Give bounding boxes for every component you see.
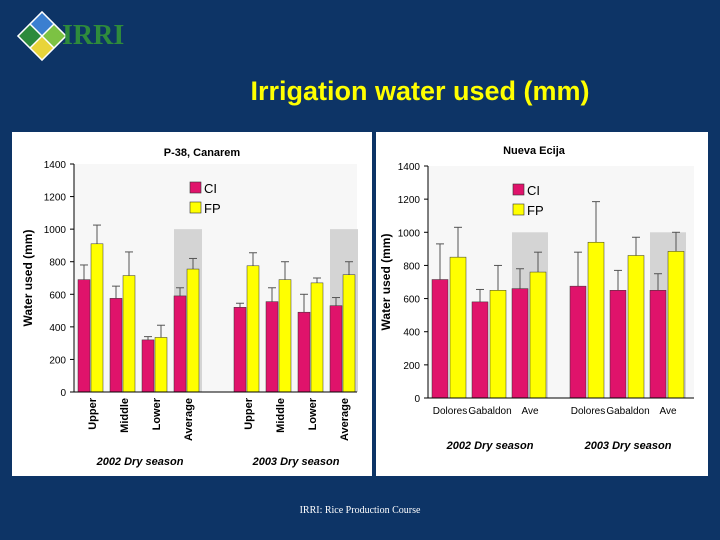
bar-fp-lower [310,282,324,393]
x-tick-label: Ave [659,406,676,417]
x-tick-label: Average [183,398,195,441]
y-tick-label: 400 [49,323,66,334]
group-label: 2003 Dry season [584,440,672,452]
y-tick-label: 1200 [44,193,67,204]
bar-ci-dolores [569,285,587,399]
bar-ci-lower [141,339,155,393]
x-tick-label: Average [339,398,351,441]
y-tick-label: 400 [403,328,420,339]
x-tick-label: Gabaldon [606,406,649,417]
legend-label-ci: CI [204,181,217,196]
chart-p38-canarem: P-38, Canarem Water used (mm) 0 200 400 600 80… [21,147,358,468]
y-tick-label: 1400 [398,162,421,173]
bar-fp-upper [90,243,104,393]
group-label: 2002 Dry season [96,456,184,468]
bar-ci-gabaldon [471,301,489,399]
bar-ci-lower [297,311,311,393]
x-tick-label: Ave [521,406,538,417]
y-tick-label: 0 [60,388,66,399]
chart-title: P-38, Canarem [164,147,241,159]
chart-panel-nueva-ecija: Nueva Ecija Water used (mm) 0 200 400 600 800 1… [376,132,708,476]
bar-fp-dolores [587,241,605,399]
y-axis-label: Water used (mm) [379,234,393,331]
legend-label-fp: FP [527,203,544,218]
group-label: 2002 Dry season [446,440,534,452]
y-tick-label: 1000 [44,225,67,236]
chart-nueva-ecija: Nueva Ecija Water used (mm) 0 200 400 600 800 1… [379,145,694,452]
y-tick-label: 200 [403,361,420,372]
bar-fp-gabaldon [489,290,507,399]
x-tick-label: Dolores [571,406,605,417]
x-tick-label: Middle [275,398,287,433]
y-tick-label: 0 [414,394,420,405]
bar-fp-middle [122,275,136,393]
bar-ci-middle [265,301,279,393]
bar-fp-dolores [449,256,467,399]
y-tick-label: 800 [49,258,66,269]
x-tick-label: Dolores [433,406,467,417]
y-axis-label: Water used (mm) [21,230,35,327]
bar-ci-ave [649,290,667,399]
group-label: 2003 Dry season [252,456,340,468]
bar-ci-gabaldon [609,290,627,399]
y-tick-label: 1200 [398,195,421,206]
bar-ci-ave [511,288,529,399]
y-tick-label: 200 [49,355,66,366]
y-tick-label: 1400 [44,160,67,171]
bar-fp-lower [154,337,168,393]
irri-logo: IRRI [16,10,124,62]
x-tick-label: Lower [307,397,319,430]
legend-swatch-fp [512,203,525,216]
bar-fp-ave [667,251,685,399]
footer-text: IRRI: Rice Production Course [299,505,421,516]
slide-title: Irrigation water used (mm) [250,76,590,106]
bar-fp-upper [246,265,260,393]
legend-swatch-ci [189,181,202,194]
chart-title: Nueva Ecija [503,145,566,157]
x-tick-label: Lower [151,397,163,430]
bar-ci-average [329,305,343,393]
legend-label-fp: FP [204,201,221,216]
bar-fp-average [342,274,356,393]
x-tick-label: Upper [243,397,255,430]
bar-ci-upper [77,279,91,393]
legend-label-ci: CI [527,183,540,198]
bar-fp-ave [529,271,547,399]
bar-ci-average [173,295,187,393]
bar-ci-upper [233,307,247,393]
y-tick-label: 600 [49,290,66,301]
x-tick-label: Upper [87,397,99,430]
bar-fp-gabaldon [627,255,645,399]
y-tick-label: 800 [403,261,420,272]
x-tick-label: Middle [119,398,131,433]
legend-swatch-ci [512,183,525,196]
y-tick-label: 1000 [398,228,421,239]
bar-ci-middle [109,298,123,393]
bar-ci-dolores [431,279,449,399]
bar-fp-average [186,268,200,393]
chart-panel-p38-canarem: P-38, Canarem Water used (mm) 0 200 400 600 80… [12,132,372,476]
y-tick-label: 600 [403,295,420,306]
logo-text: IRRI [62,20,124,51]
bar-fp-middle [278,279,292,393]
legend-swatch-fp [189,201,202,214]
x-tick-label: Gabaldon [468,406,511,417]
